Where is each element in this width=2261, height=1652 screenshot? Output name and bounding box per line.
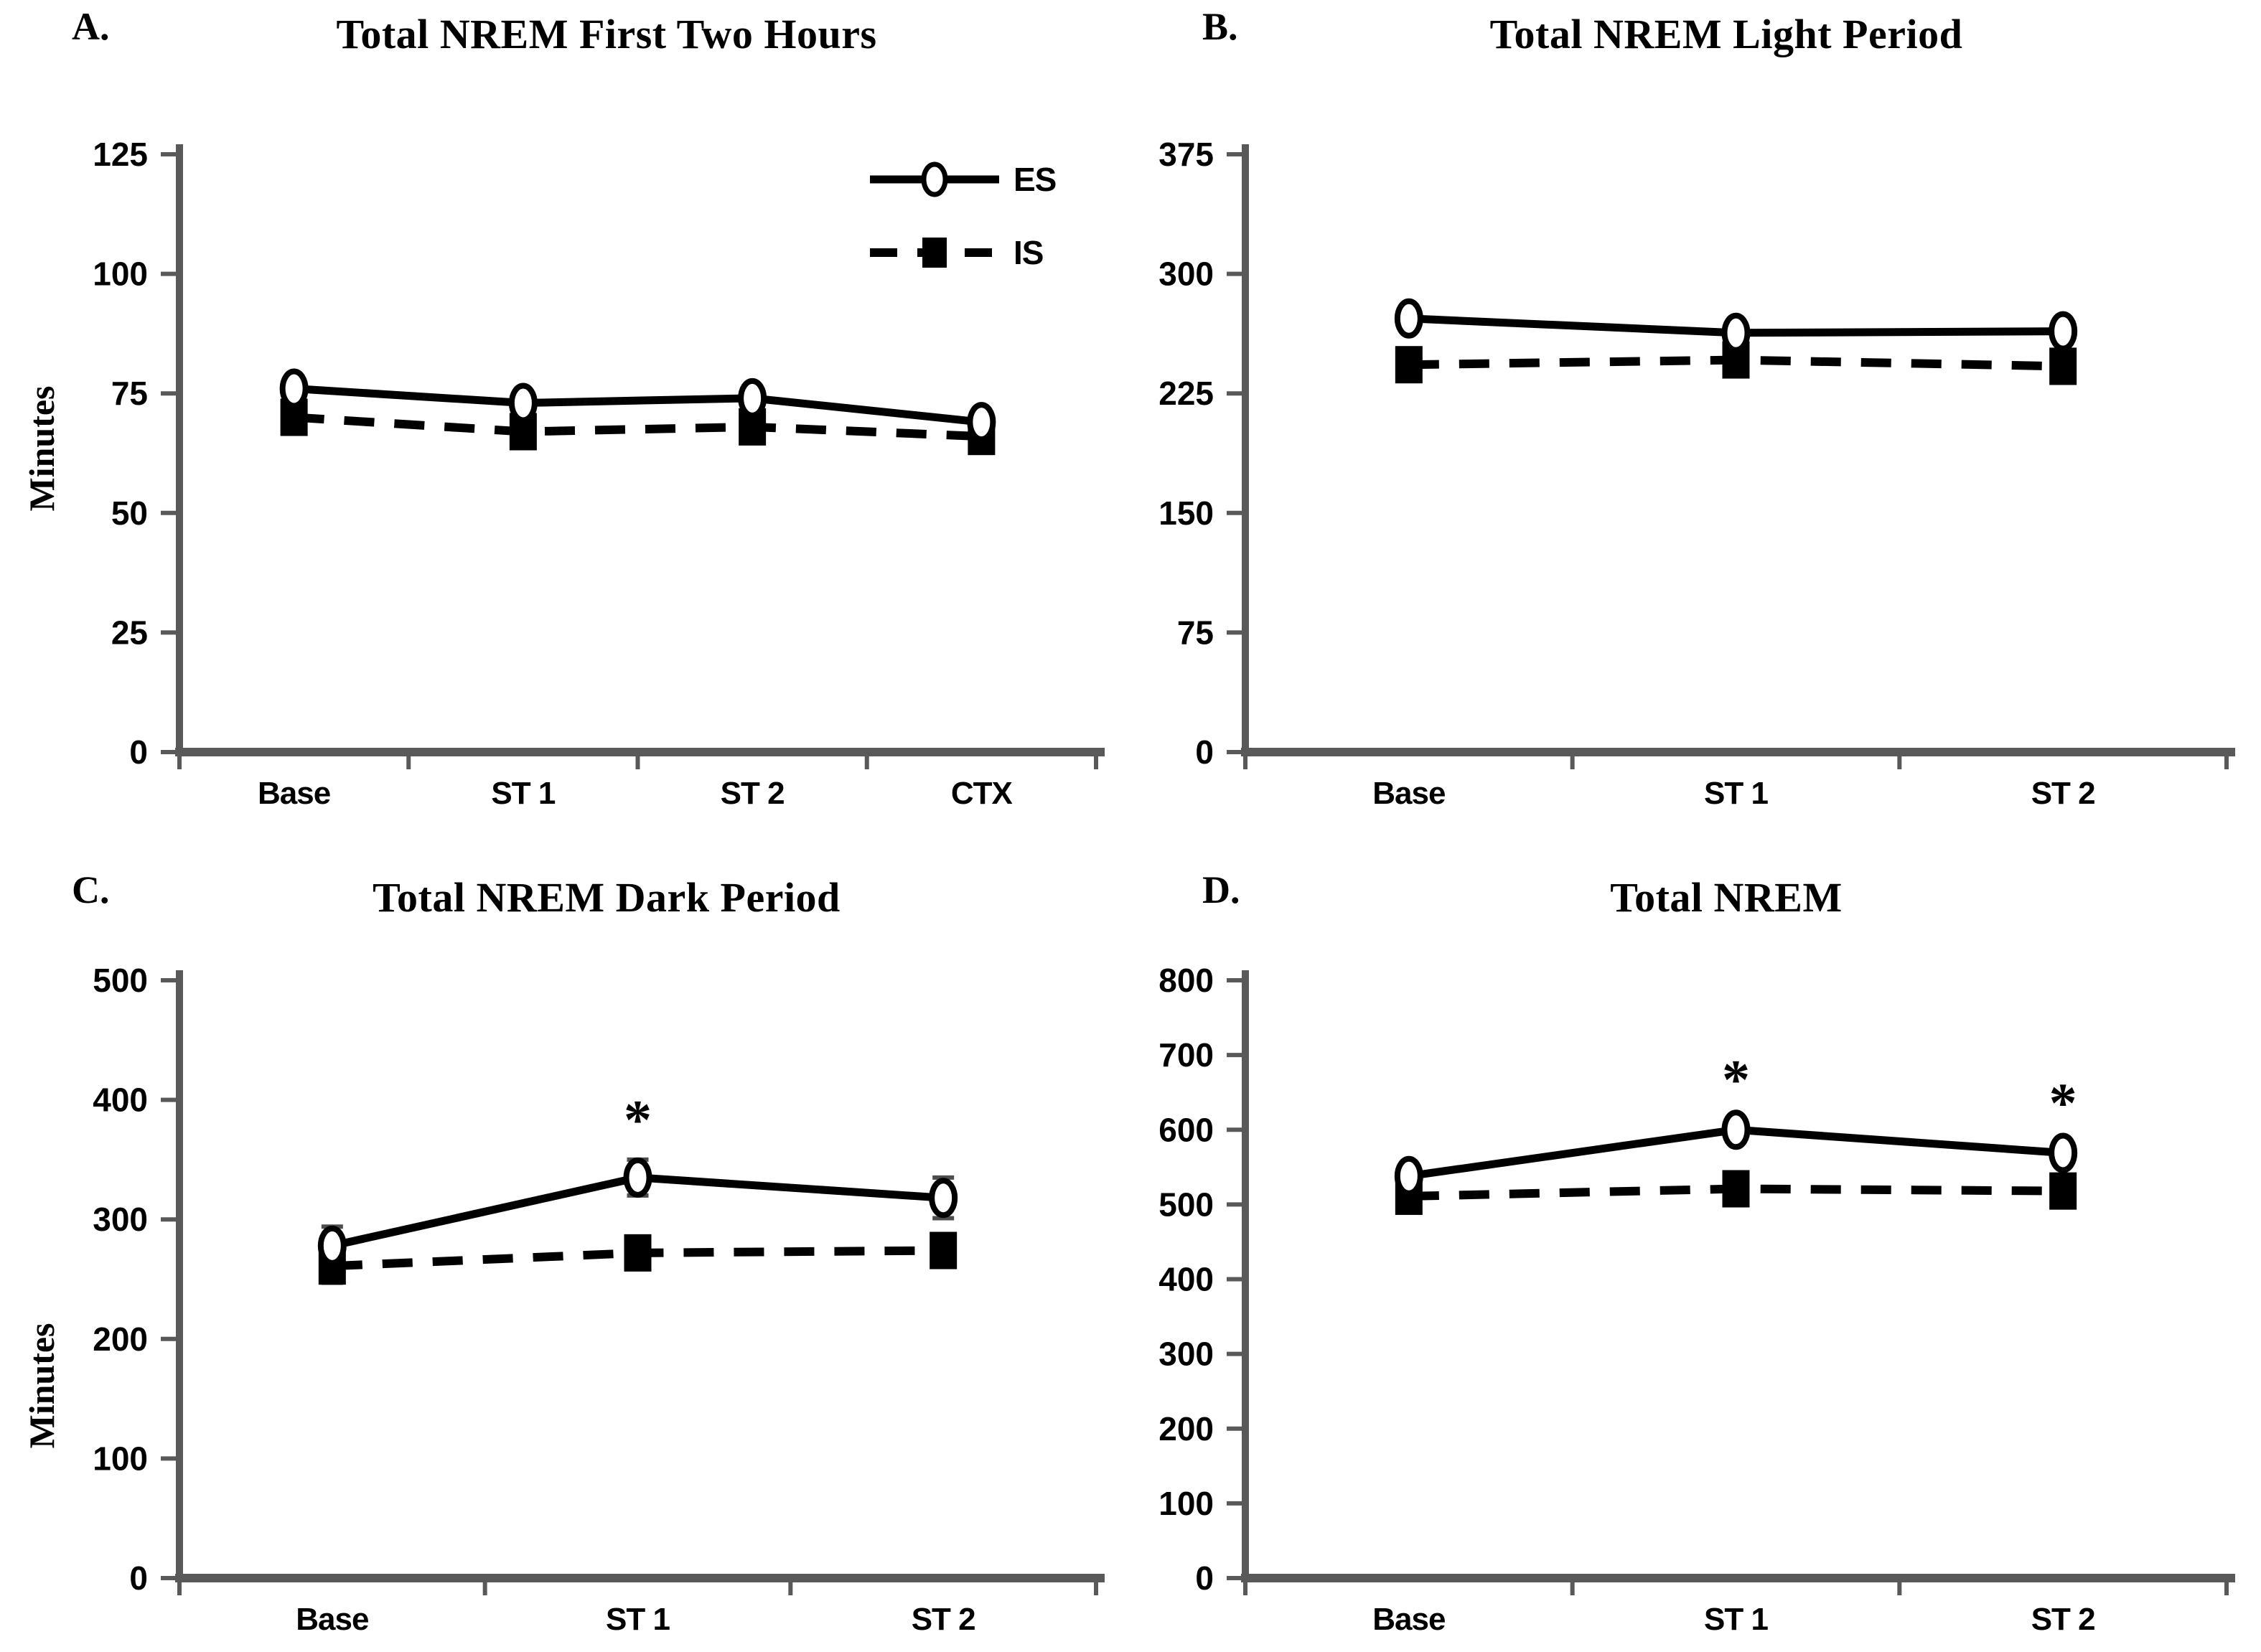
panel-a-title: Total NREM First Two Hours	[336, 11, 877, 57]
x-category-label: Base	[1372, 776, 1445, 811]
panel-d-chart: 0 100 200 300 400 500 600 700 800 Base ST 1 ST 2 * *	[1158, 962, 2235, 1637]
es-circle-marker	[279, 368, 309, 409]
y-tick-label: 300	[1158, 255, 1214, 293]
panel-b-chart: 0 75 150 225 300 375 Base ST 1 ST 2	[1158, 136, 2235, 811]
y-tick-label: 200	[93, 1320, 148, 1358]
x-category-label: Base	[258, 776, 330, 811]
y-tick-label: 25	[111, 614, 148, 651]
is-square-marker	[2049, 347, 2077, 385]
x-category-label: ST 1	[606, 1602, 670, 1637]
panel-b: B. Total NREM Light Period 0 75 150 225 300 3…	[1130, 0, 2261, 826]
y-tick-label: 150	[1158, 494, 1214, 532]
x-category-label: ST 1	[1704, 776, 1768, 811]
y-tick-label: 600	[1158, 1111, 1214, 1148]
y-tick-label: 225	[1158, 375, 1214, 412]
y-tick-label: 500	[93, 962, 148, 999]
legend-es-label: ES	[1014, 161, 1056, 198]
is-square-marker	[2049, 1172, 2077, 1210]
significance-asterisk: *	[2049, 1071, 2077, 1134]
y-tick-label: 0	[1195, 733, 1214, 771]
panel-c-title: Total NREM Dark Period	[373, 874, 841, 921]
panel-d-letter: D.	[1202, 868, 1240, 911]
is-square-marker	[624, 1234, 652, 1272]
legend-is-label: IS	[1014, 234, 1043, 271]
is-square-marker	[1395, 346, 1423, 384]
y-tick-label: 0	[129, 733, 148, 771]
panel-d-title: Total NREM	[1610, 874, 1843, 921]
y-tick-label: 100	[1158, 1485, 1214, 1522]
panel-c-chart: 0 100 200 300 400 500 Base ST 1 ST 2 *	[93, 962, 1105, 1637]
is-line	[294, 413, 982, 441]
es-circle-marker	[2049, 311, 2078, 352]
es-line	[294, 385, 982, 426]
y-tick-label: 75	[111, 375, 148, 412]
x-category-label: ST 2	[912, 1602, 975, 1637]
es-circle-marker	[317, 1225, 347, 1266]
y-tick-label: 100	[93, 255, 148, 293]
is-square-marker	[1722, 1170, 1750, 1208]
y-tick-label: 700	[1158, 1036, 1214, 1074]
panel-c-letter: C.	[72, 868, 110, 911]
legend: ES IS	[870, 161, 1057, 271]
legend-es-circle-marker	[921, 161, 948, 197]
y-tick-label: 125	[93, 136, 148, 173]
y-tick-label: 300	[1158, 1336, 1214, 1373]
y-tick-label: 375	[1158, 136, 1214, 173]
y-tick-label: 500	[1158, 1186, 1214, 1223]
y-tick-label: 300	[93, 1201, 148, 1238]
x-category-label: ST 1	[491, 776, 555, 811]
y-tick-label: 0	[129, 1559, 148, 1597]
es-circle-marker	[1394, 298, 1423, 339]
y-tick-label: 400	[93, 1081, 148, 1119]
significance-asterisk: *	[624, 1089, 652, 1151]
panel-a-chart: 0 25 50 75 100 125 Base ST 1 ST 2 CTX ES IS	[93, 136, 1105, 811]
y-tick-label: 100	[93, 1440, 148, 1477]
panel-a-letter: A.	[72, 5, 110, 48]
y-tick-label: 200	[1158, 1410, 1214, 1447]
x-category-label: ST 2	[2031, 776, 2095, 811]
y-tick-label: 0	[1195, 1559, 1214, 1597]
x-category-label: Base	[1372, 1602, 1445, 1637]
es-circle-marker	[1394, 1155, 1423, 1196]
y-tick-label: 75	[1177, 614, 1214, 651]
es-circle-marker	[738, 377, 767, 418]
y-tick-label: 800	[1158, 962, 1214, 999]
is-square-marker	[930, 1231, 958, 1269]
y-tick-label: 400	[1158, 1261, 1214, 1298]
panel-d: D. Total NREM 0 100 200 300 400 500 600 700 800 B…	[1130, 826, 2261, 1652]
x-category-label: ST 2	[2031, 1602, 2095, 1637]
legend-is-square-marker	[922, 238, 947, 268]
es-circle-marker	[929, 1178, 958, 1219]
es-circle-marker	[508, 383, 538, 423]
es-circle-marker	[623, 1157, 652, 1198]
es-circle-marker	[1721, 1109, 1751, 1150]
panel-c: C. Total NREM Dark Period Minutes 0 100 20…	[0, 826, 1130, 1652]
significance-asterisk: *	[1722, 1048, 1750, 1111]
y-tick-label: 50	[111, 494, 148, 532]
panel-b-letter: B.	[1202, 5, 1238, 48]
es-circle-marker	[1721, 312, 1751, 353]
x-category-label: Base	[296, 1602, 368, 1637]
es-circle-marker	[2049, 1132, 2078, 1173]
x-category-label: CTX	[951, 776, 1013, 811]
panel-b-title: Total NREM Light Period	[1489, 11, 1963, 57]
x-category-label: ST 1	[1704, 1602, 1768, 1637]
x-category-label: ST 2	[721, 776, 785, 811]
es-circle-marker	[967, 402, 996, 443]
